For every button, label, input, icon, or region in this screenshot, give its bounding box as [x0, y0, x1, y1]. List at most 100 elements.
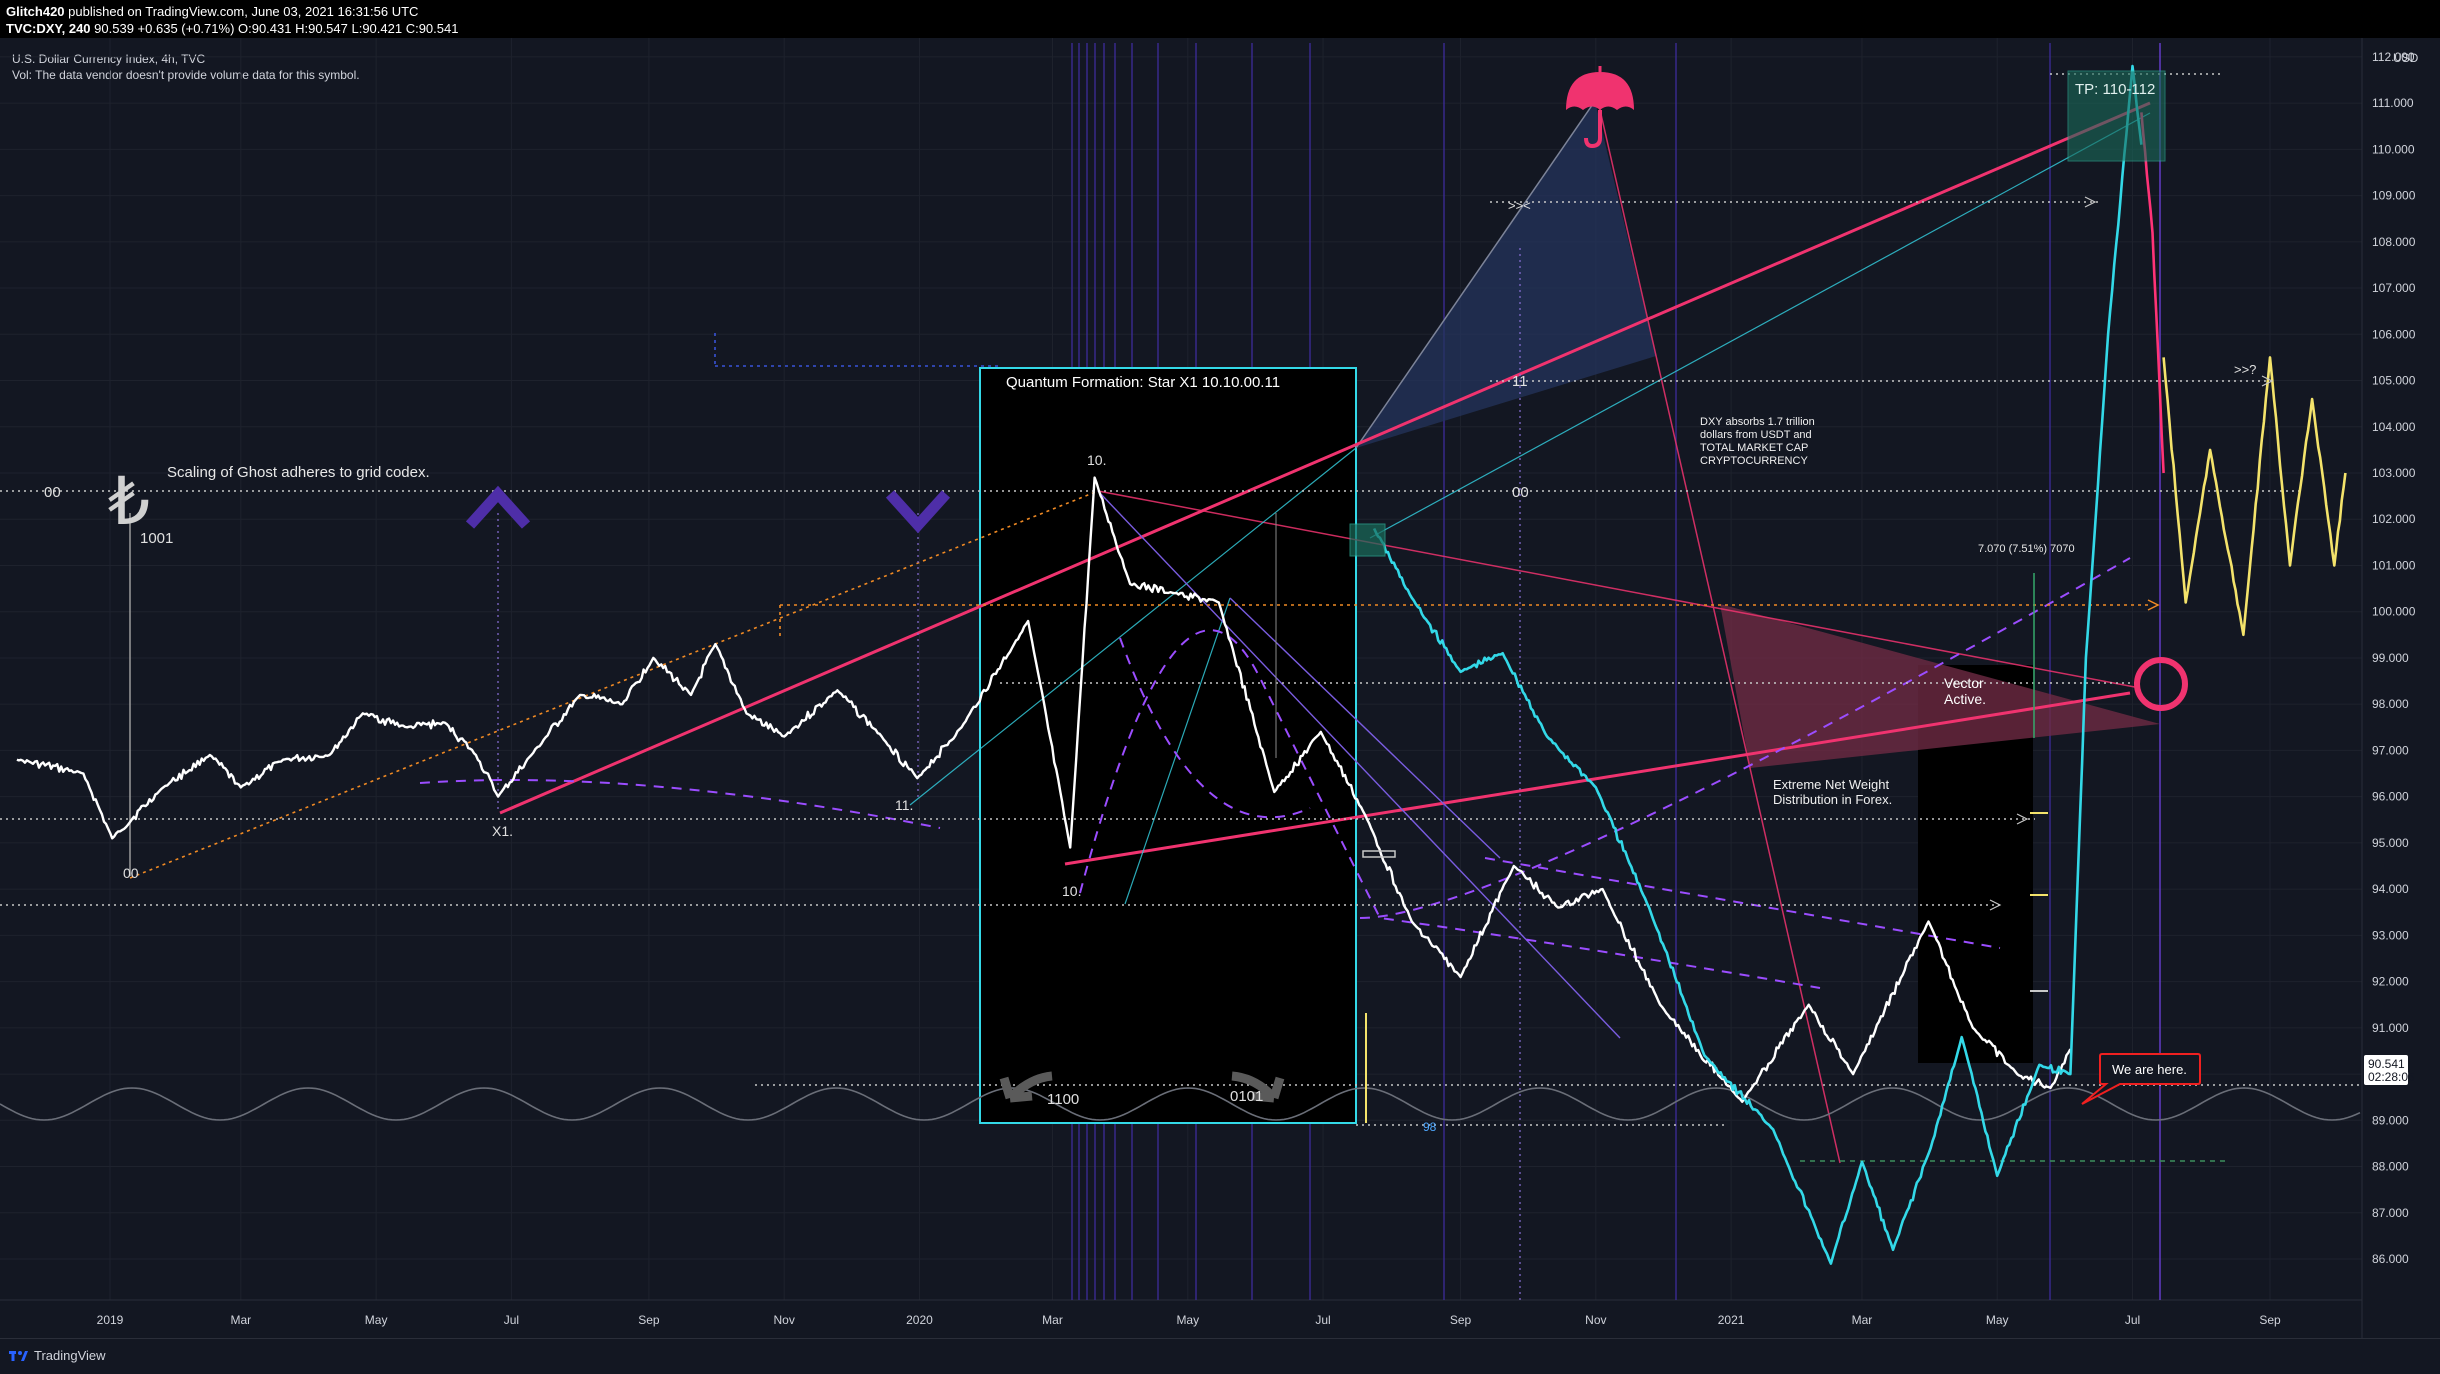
- time-tick-label: Sep: [638, 1313, 660, 1327]
- price-tick-label: 86.000: [2372, 1252, 2409, 1266]
- svg-text:We are here.: We are here.: [2112, 1062, 2187, 1077]
- price-tick-label: 111.000: [2372, 96, 2414, 110]
- lira-icon: ₺: [108, 464, 150, 538]
- target-circle-icon: [2134, 657, 2188, 711]
- sine-wave: [0, 1087, 2361, 1121]
- currency-label: USD: [2393, 51, 2419, 65]
- price-tick-label: 102.000: [2372, 512, 2416, 526]
- label-11-mid: 11: [1512, 373, 1528, 390]
- chevron-up-icon: [465, 485, 531, 529]
- pink-trend-lines: [499, 101, 2151, 866]
- price-tick-label: 107.000: [2372, 281, 2416, 295]
- svg-text:Extreme Net Weight: Extreme Net Weight: [1773, 777, 1889, 792]
- price-tick-label: 87.000: [2372, 1206, 2409, 1220]
- series-line: [1372, 64, 2143, 1265]
- time-tick-label: Nov: [1585, 1313, 1606, 1327]
- time-tick-label: May: [365, 1313, 388, 1327]
- umbrella-icon: [1566, 66, 1634, 149]
- label-00-bottom: 00: [123, 865, 139, 881]
- time-axis[interactable]: 2019 Mar May Jul Sep Nov 2020 Mar May Jul Sep Nov 20…: [97, 1313, 2281, 1327]
- price-tick-label: 98.000: [2372, 697, 2409, 711]
- measure-label: 7.070 (7.51%) 7070: [1978, 543, 2075, 555]
- price-tick-label: 94.000: [2372, 882, 2409, 896]
- chart-area[interactable]: U.S. Dollar Currency Index, 4h, TVC Vol:…: [0, 38, 2440, 1338]
- svg-text:Active.: Active.: [1944, 691, 1986, 707]
- time-tick-label: Mar: [231, 1313, 252, 1327]
- svg-text:Vector: Vector: [1944, 675, 1984, 691]
- label-98: 98: [1423, 1120, 1437, 1134]
- price-tick-label: 101.000: [2372, 558, 2416, 572]
- tradingview-logo-icon: [9, 1351, 28, 1361]
- price-tick-label: 104.000: [2372, 420, 2416, 434]
- time-tick-label: 2020: [906, 1313, 933, 1327]
- price-tick-label: 106.000: [2372, 327, 2416, 341]
- last-price-badge: [2364, 1055, 2408, 1085]
- series-line: [16, 476, 2072, 1103]
- curved-arrow-right-icon: [1231, 1071, 1285, 1103]
- scaling-text: Scaling of Ghost adheres to grid codex.: [167, 464, 430, 481]
- time-tick-label: Jul: [504, 1313, 519, 1327]
- label-11-low: 11.: [895, 797, 913, 813]
- tp-box: [2067, 70, 2166, 162]
- ohlc-values: 90.539 +0.635 (+0.71%) O:90.431 H:90.547…: [94, 21, 459, 36]
- time-tick-label: Jul: [1315, 1313, 1330, 1327]
- quantum-formation-label: Quantum Formation: Star X1 10.10.00.11: [1006, 374, 1280, 391]
- label-00-left: 00: [44, 484, 61, 501]
- published-text: published on TradingView.com, June 03, 2…: [68, 4, 419, 19]
- small-green-box: [1349, 523, 1386, 557]
- price-tick-label: 88.000: [2372, 1160, 2409, 1174]
- price-tick-label: 112.000: [2372, 50, 2415, 64]
- price-tick-label: 110.000: [2372, 142, 2415, 156]
- time-tick-label: Mar: [1852, 1313, 1873, 1327]
- price-tick-label: 92.000: [2372, 975, 2409, 989]
- author-name[interactable]: Glitch420: [6, 4, 65, 19]
- curved-arrow-left-icon: [999, 1071, 1053, 1103]
- tp-label: TP: 110-112: [2075, 81, 2155, 98]
- last-price-value: 90.541: [2368, 1057, 2405, 1071]
- label-10-top: 10.: [1087, 452, 1106, 468]
- pink-triangle: [1720, 604, 2160, 768]
- svg-text:Distribution in Forex.: Distribution in Forex.: [1773, 792, 1892, 807]
- time-tick-label: 2021: [1718, 1313, 1745, 1327]
- label-1001: 1001: [140, 530, 173, 547]
- bottom-bar: TradingView: [0, 1338, 2440, 1374]
- price-tick-label: 89.000: [2372, 1113, 2409, 1127]
- time-tick-label: 2019: [97, 1313, 124, 1327]
- label-future: >>?: [2234, 362, 2256, 377]
- label-arrows-top: >><: [1508, 198, 1531, 213]
- label-1100: 1100: [1047, 1091, 1079, 1108]
- svg-text:DXY absorbs 1.7 trillion: DXY absorbs 1.7 trillion: [1700, 416, 1815, 428]
- countdown-timer: 02:28:05: [2368, 1070, 2415, 1084]
- symbol-label: TVC:DXY, 240: [6, 21, 91, 36]
- time-tick-label: Jul: [2125, 1313, 2140, 1327]
- blue-triangle: [1356, 101, 1656, 448]
- time-tick-label: Sep: [2259, 1313, 2281, 1327]
- time-tick-label: Sep: [1450, 1313, 1472, 1327]
- we-are-here-callout: We are here.: [2081, 1053, 2201, 1105]
- svg-text:TOTAL MARKET CAP: TOTAL MARKET CAP: [1700, 442, 1808, 454]
- price-tick-label: 108.000: [2372, 235, 2416, 249]
- time-tick-label: May: [1176, 1313, 1199, 1327]
- price-tick-label: 99.000: [2372, 651, 2409, 665]
- legend-vol-note: Vol: The data vendor doesn't provide vol…: [12, 68, 360, 82]
- time-tick-label: Nov: [773, 1313, 794, 1327]
- label-00-mid: 00: [1512, 484, 1529, 501]
- publish-header: Glitch420 published on TradingView.com, …: [0, 0, 2440, 38]
- price-tick-label: 93.000: [2372, 928, 2409, 942]
- vector-active-text: Vector Active.: [1944, 675, 1986, 707]
- legend-title: U.S. Dollar Currency Index, 4h, TVC: [12, 52, 206, 66]
- brand-name[interactable]: TradingView: [34, 1348, 106, 1363]
- label-0101: 0101: [1230, 1088, 1263, 1105]
- price-tick-label: 103.000: [2372, 466, 2416, 480]
- price-tick-label: 95.000: [2372, 836, 2409, 850]
- price-tick-label: 96.000: [2372, 790, 2409, 804]
- price-tick-label: 100.000: [2372, 605, 2416, 619]
- series-line: [2162, 356, 2347, 637]
- quantum-formation-box: [979, 367, 1357, 1124]
- price-tick-label: 105.000: [2372, 374, 2416, 388]
- time-tick-label: Mar: [1042, 1313, 1063, 1327]
- label-10-bottom: 10.: [1062, 883, 1081, 899]
- extreme-net-weight-text: Extreme Net Weight Distribution in Forex…: [1773, 777, 1892, 807]
- label-x1: X1.: [492, 823, 513, 839]
- price-tick-label: 97.000: [2372, 743, 2409, 757]
